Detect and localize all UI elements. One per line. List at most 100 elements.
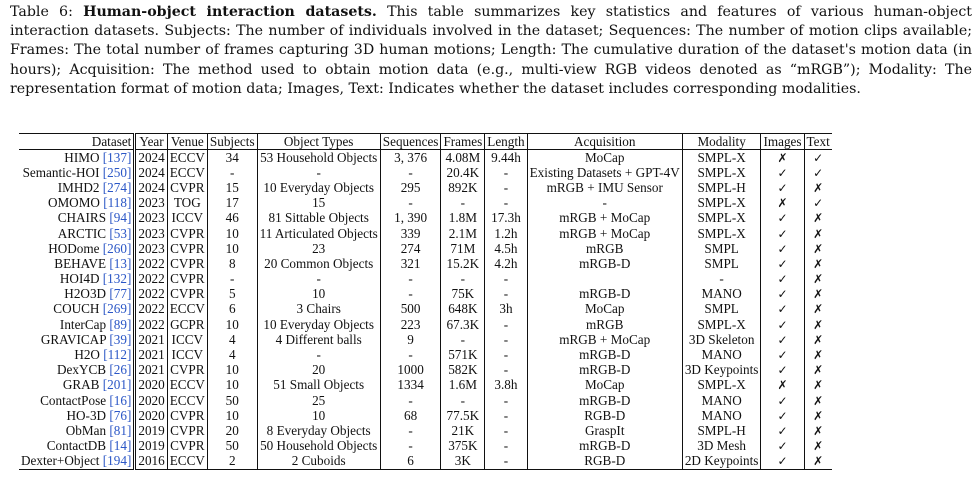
dataset-name: Dexter+Object: [21, 453, 100, 469]
cell-frames: 71M: [440, 241, 485, 257]
dataset-name: OMOMO: [47, 195, 100, 211]
cell-length: 3.8h: [484, 377, 528, 393]
cell-dataset: CHAIRS [94]: [19, 210, 137, 226]
dataset-name: HO-3D: [66, 407, 107, 423]
cell-venue: ECCV: [166, 453, 208, 470]
cell-length: -: [484, 195, 528, 211]
citation-link[interactable]: [14]: [109, 438, 132, 454]
citation-link[interactable]: [260]: [102, 240, 132, 256]
cell-modality: MANO: [681, 408, 761, 424]
cell-text: ✗: [803, 393, 832, 409]
cell-acquisition: mRGB-D: [526, 362, 683, 378]
header-sequences: Sequences: [379, 133, 441, 150]
cell-object-types: -: [256, 347, 381, 363]
cell-acquisition: RGB-D: [526, 408, 683, 424]
cell-modality: MANO: [681, 286, 761, 302]
cell-year: 2023: [134, 225, 168, 242]
cell-subjects: 4: [206, 332, 258, 348]
cell-subjects: 34: [206, 149, 258, 166]
cell-year: 2021: [134, 362, 168, 378]
dataset-name: ARCTIC: [57, 225, 107, 241]
citation-link[interactable]: [77]: [109, 286, 132, 302]
hoi-datasets-table: Dataset Year Venue Subjects Object Types…: [19, 133, 832, 470]
cell-dataset: Dexter+Object [194]: [19, 453, 137, 470]
cell-text: ✗: [803, 453, 832, 470]
cell-length: 17.3h: [484, 210, 528, 226]
cell-modality: 3D Skeleton: [681, 332, 761, 348]
cell-modality: SMPL-X: [681, 210, 761, 226]
cell-images: ✓: [760, 256, 805, 272]
table-row: CHAIRS [94] 2023 ICCV 46 81 Sittable Objects…: [19, 210, 832, 226]
cell-venue: CVPR: [166, 256, 208, 272]
cell-sequences: 3, 376: [379, 149, 441, 166]
table-row: HIMO [137] 2024 ECCV 34 53 Household Objects…: [19, 149, 832, 166]
cell-sequences: -: [379, 286, 441, 302]
cell-acquisition: RGB-D: [526, 453, 683, 470]
cell-images: ✓: [760, 301, 805, 318]
cell-modality: SMPL-H: [681, 423, 761, 439]
header-frames: Frames: [440, 133, 485, 150]
citation-link[interactable]: [26]: [109, 362, 132, 378]
cell-acquisition: mRGB + MoCap: [526, 210, 683, 226]
cell-object-types: 8 Everyday Objects: [256, 423, 381, 439]
cell-dataset: DexYCB [26]: [19, 362, 137, 378]
cell-text: ✗: [803, 332, 832, 348]
cell-text: ✗: [803, 423, 832, 439]
citation-link[interactable]: [132]: [102, 271, 132, 287]
cell-venue: ECCV: [166, 377, 208, 393]
table-row: ContactPose [16] 2020 ECCV 50 25- - - mRGB-D MAN…: [19, 392, 832, 409]
citation-link[interactable]: [81]: [109, 422, 132, 438]
cell-sequences: 223: [379, 317, 441, 333]
cell-dataset: GRAVICAP [39]: [19, 331, 137, 348]
cell-acquisition: mRGB: [526, 317, 683, 333]
citation-link[interactable]: [39]: [109, 331, 132, 347]
cell-sequences: -: [379, 165, 441, 181]
citation-link[interactable]: [274]: [102, 179, 132, 195]
cell-modality: SMPL-X: [681, 377, 761, 393]
cell-frames: -: [440, 271, 485, 287]
cell-modality: SMPL: [681, 241, 761, 257]
header-acquisition: Acquisition: [526, 133, 683, 150]
citation-link[interactable]: [76]: [109, 407, 132, 423]
citation-link[interactable]: [16]: [109, 392, 132, 408]
citation-link[interactable]: [250]: [102, 164, 132, 180]
cell-length: -: [484, 423, 528, 439]
citation-link[interactable]: [13]: [109, 255, 132, 271]
cell-year: 2020: [134, 377, 168, 393]
cell-frames: 2.1M: [440, 225, 485, 242]
citation-link[interactable]: [53]: [109, 225, 132, 241]
cell-object-types: 10 Everyday Objects: [256, 180, 381, 196]
cell-images: ✓: [760, 393, 805, 409]
cell-venue: ECCV: [166, 301, 208, 318]
cell-length: -: [484, 332, 528, 348]
dataset-name: GRAVICAP: [40, 331, 107, 347]
cell-sequences: 339: [379, 225, 441, 242]
dataset-name: InterCap: [59, 316, 107, 332]
citation-link[interactable]: [94]: [109, 210, 132, 226]
cell-venue: ICCV: [166, 210, 208, 226]
citation-link[interactable]: [201]: [102, 377, 132, 393]
cell-sequences: 68: [379, 408, 441, 424]
cell-dataset: H2O [112]: [19, 347, 137, 363]
citation-link[interactable]: [269]: [102, 301, 132, 317]
citation-link[interactable]: [137]: [102, 149, 132, 165]
cell-dataset: ObMan [81]: [19, 422, 137, 439]
citation-link[interactable]: [112]: [103, 347, 132, 363]
cell-acquisition: MoCap: [526, 149, 683, 166]
header-dataset: Dataset: [19, 133, 137, 150]
citation-link[interactable]: [194]: [102, 453, 132, 469]
cell-images: ✗: [760, 377, 805, 393]
cell-text: ✗: [803, 225, 832, 242]
cell-frames: -: [440, 332, 485, 348]
citation-link[interactable]: [89]: [109, 316, 132, 332]
cell-sequences: 274: [379, 241, 441, 257]
cell-modality: 2D Keypoints: [681, 453, 761, 470]
citation-link[interactable]: [118]: [103, 195, 132, 211]
cell-text: ✗: [803, 362, 832, 378]
cell-acquisition: MoCap: [526, 377, 683, 393]
cell-text: ✗: [803, 438, 832, 454]
cell-frames: 1.6M: [440, 377, 485, 393]
cell-acquisition: mRGB + IMU Sensor: [526, 180, 683, 196]
cell-text: ✗: [803, 408, 832, 424]
cell-venue: ICCV: [166, 332, 208, 348]
